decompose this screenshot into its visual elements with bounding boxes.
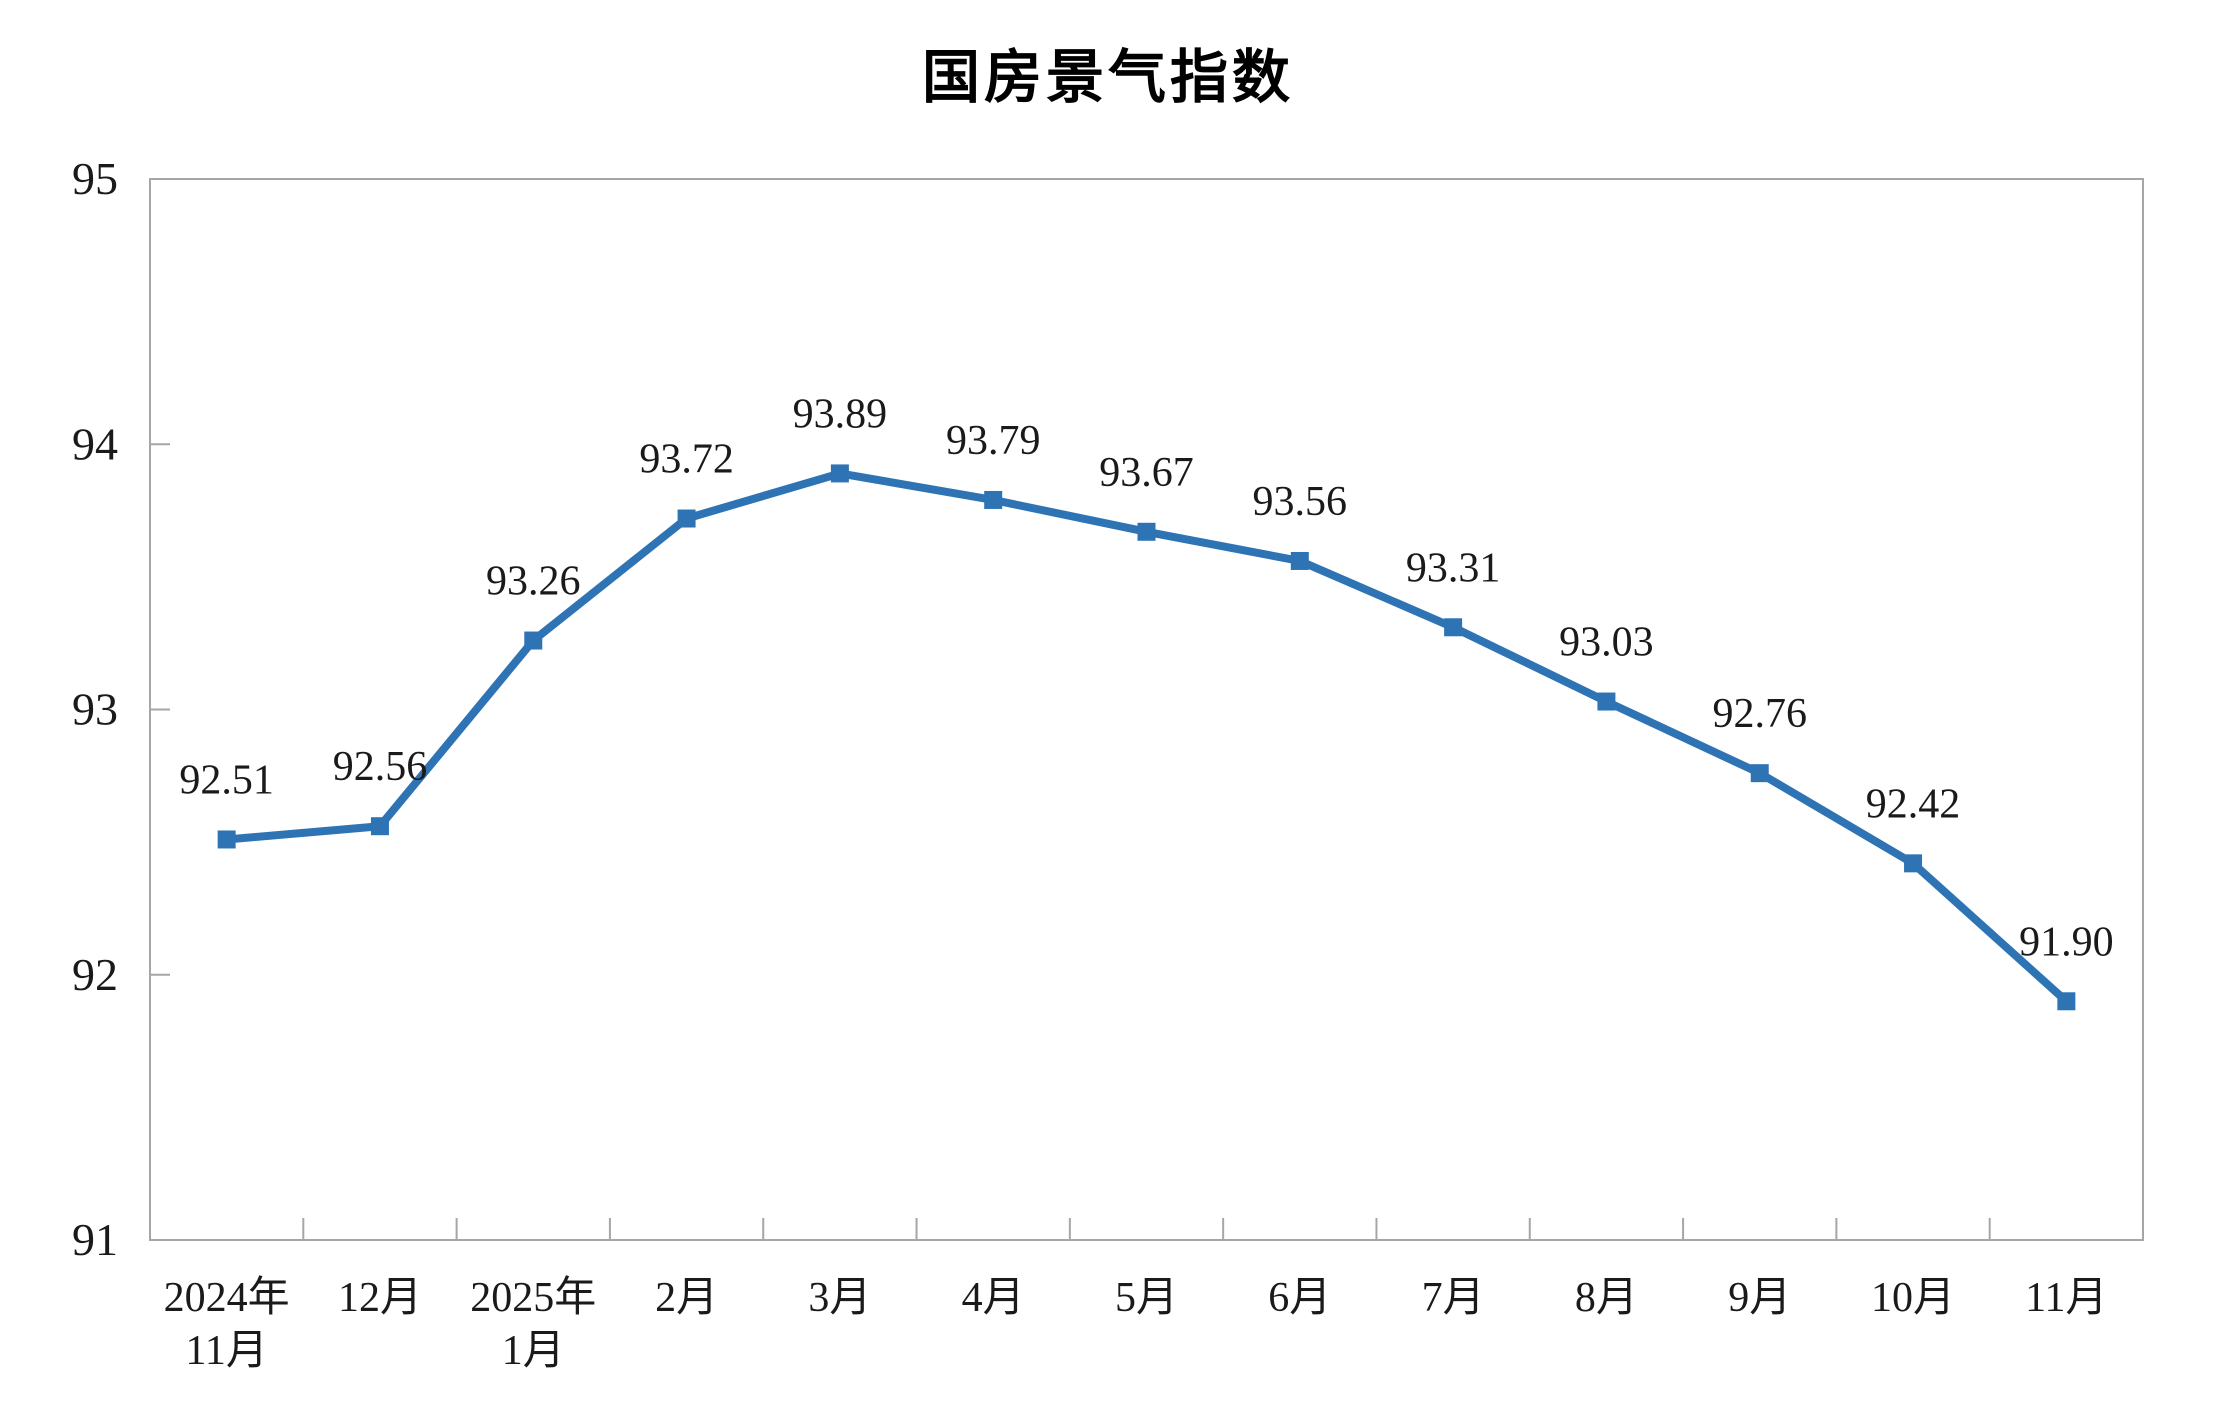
data-point-marker: [1597, 692, 1616, 711]
data-label: 93.72: [639, 437, 734, 483]
data-label: 93.56: [1253, 479, 1348, 525]
series-line: [222, 469, 2071, 1006]
data-label: 92.51: [179, 757, 274, 803]
y-axis-label: 92: [72, 949, 118, 1000]
data-point-marker: [1750, 764, 1769, 783]
x-axis-label: 8月: [1575, 1275, 1638, 1321]
x-axis-label: 9月: [1728, 1275, 1791, 1321]
x-axis-label: 3月: [808, 1275, 871, 1321]
data-point-marker: [677, 509, 696, 528]
y-axis-label: 91: [72, 1214, 118, 1265]
data-label: 93.89: [793, 391, 888, 437]
data-point-marker: [830, 464, 849, 483]
x-axis-label: 6月: [1268, 1275, 1331, 1321]
data-point-marker: [524, 631, 543, 650]
x-axis-label: 4月: [962, 1275, 1025, 1321]
data-label: 93.26: [486, 559, 581, 605]
x-axis-label: 2月: [655, 1275, 718, 1321]
data-point-marker: [370, 817, 389, 836]
x-axis-label: 2024年 11月: [164, 1274, 290, 1374]
data-label: 91.90: [2019, 919, 2114, 965]
x-axis-label: 7月: [1422, 1275, 1485, 1321]
y-axis-label: 95: [72, 153, 118, 204]
x-axis-label: 11月: [2025, 1275, 2107, 1321]
x-axis-label: 2025年 1月: [470, 1274, 596, 1374]
data-point-marker: [1290, 551, 1309, 570]
x-axis-label: 12月: [338, 1275, 422, 1321]
data-label: 93.03: [1559, 620, 1654, 666]
x-axis-label: 10月: [1871, 1275, 1955, 1321]
x-axis-label: 5月: [1115, 1275, 1178, 1321]
data-point-marker: [1904, 854, 1923, 873]
data-label: 93.79: [946, 418, 1041, 464]
data-label: 93.31: [1406, 545, 1501, 591]
data-point-marker: [984, 490, 1003, 509]
y-axis-label: 93: [72, 684, 118, 735]
data-point-marker: [217, 830, 236, 849]
data-point-marker: [2057, 992, 2076, 1011]
data-label: 92.56: [333, 744, 428, 790]
data-label: 93.67: [1099, 450, 1194, 496]
data-point-marker: [1444, 618, 1463, 637]
plot-border: [149, 178, 2144, 1241]
y-axis-label: 94: [72, 418, 118, 469]
data-point-marker: [1137, 522, 1156, 541]
data-label: 92.76: [1712, 691, 1807, 737]
chart-title: 国房景气指数: [921, 45, 1294, 110]
data-label: 92.42: [1866, 781, 1961, 827]
